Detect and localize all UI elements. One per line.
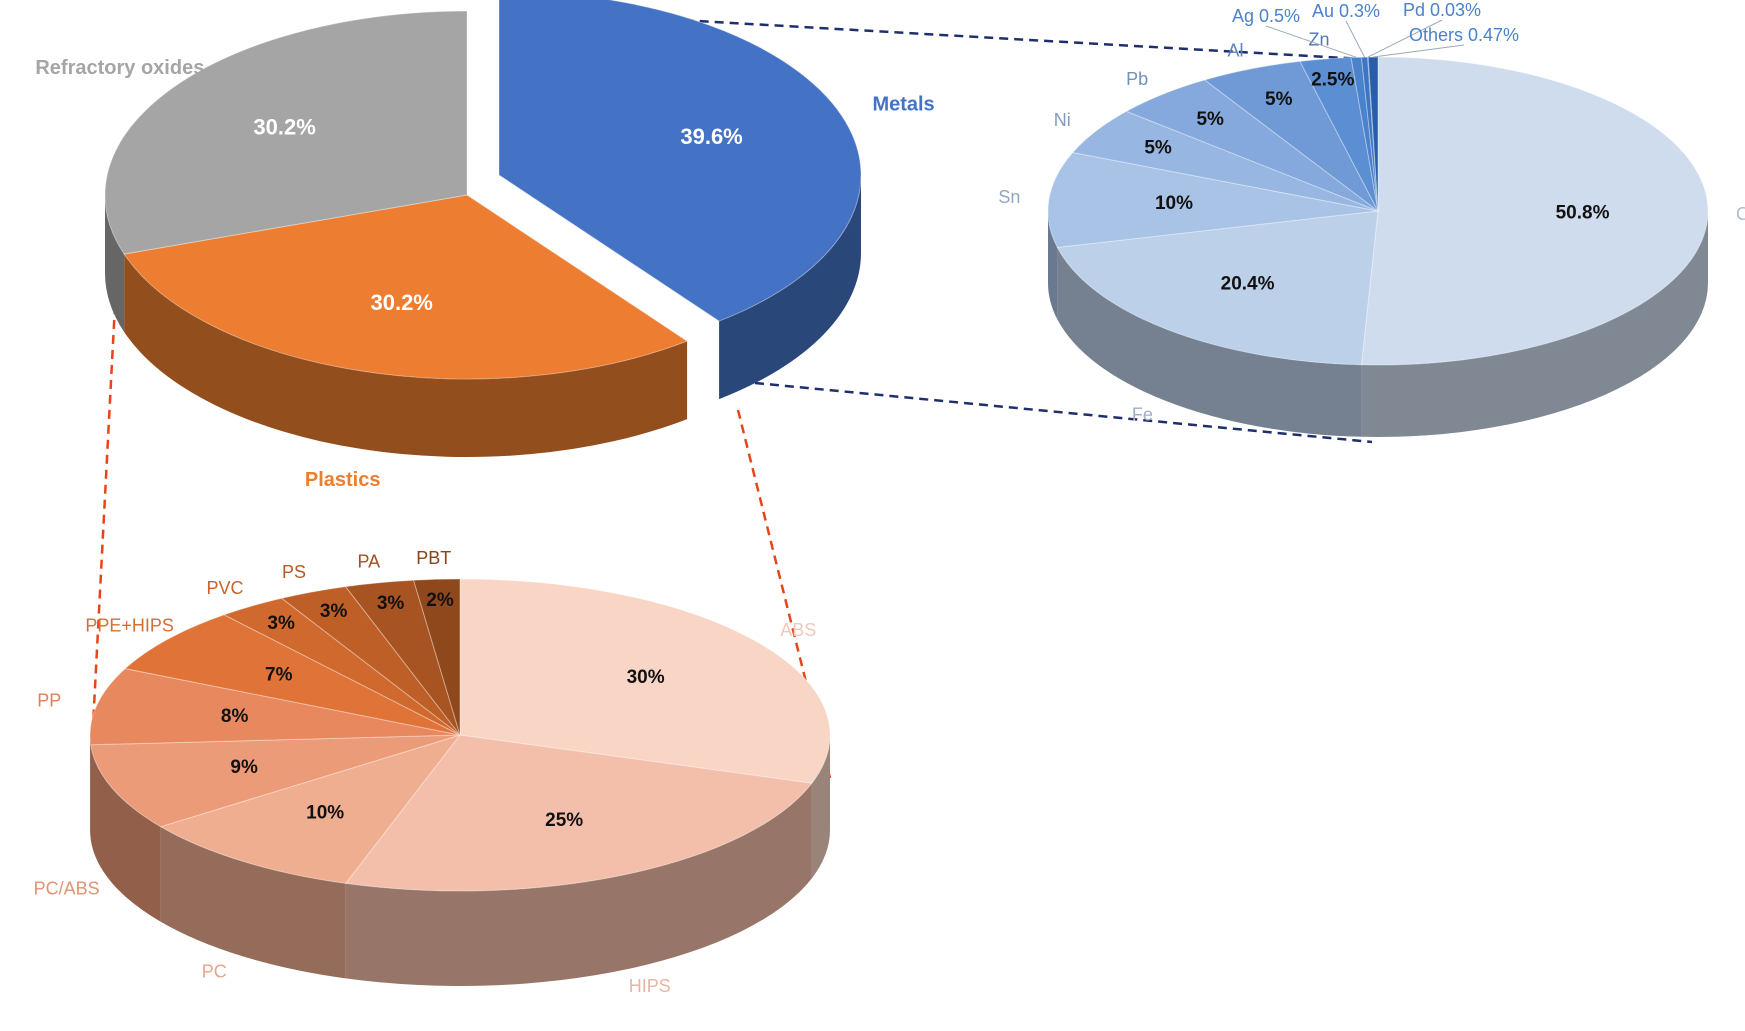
category-label: PA [357, 552, 380, 572]
category-label: Metals [872, 94, 934, 116]
category-label: Others [1409, 25, 1463, 45]
category-label: Zn [1309, 29, 1330, 49]
category-label: Al [1227, 41, 1243, 61]
category-label: Plastics [305, 469, 381, 491]
pie-slice [159, 734, 462, 884]
pie-side [1361, 211, 1708, 437]
value-label: 0.47% [1468, 25, 1519, 45]
value-label: 8% [221, 706, 249, 727]
pie-slice [412, 578, 461, 736]
category-label: PPE+HIPS [85, 616, 174, 636]
category-label: Refractory oxides [35, 57, 204, 79]
leader-line [1345, 20, 1365, 58]
value-label: 2% [426, 590, 454, 611]
value-label: 0.03% [1430, 0, 1481, 20]
connector-line [754, 381, 1373, 444]
category-label: PVC [206, 578, 243, 598]
value-label: 39.6% [680, 124, 742, 149]
category-label: PC/ABS [34, 878, 100, 898]
value-label: 5% [1196, 109, 1224, 130]
pie-slice [90, 734, 461, 828]
slice-label: Others 0.47% [1409, 25, 1519, 45]
value-label: 30.2% [253, 114, 315, 139]
value-label: 3% [377, 593, 405, 614]
pie-slice [1350, 56, 1379, 212]
slice-label: Au 0.3% [1312, 1, 1380, 21]
category-label: Cu [1736, 204, 1745, 224]
pie-side [90, 744, 161, 922]
category-label: Au [1312, 1, 1334, 21]
value-label: 0.5% [1259, 6, 1300, 26]
pie-slice [498, 0, 862, 322]
pie-side [105, 195, 125, 333]
pie-side [719, 175, 861, 400]
value-label: 3% [267, 613, 295, 634]
value-label: 10% [1155, 193, 1193, 214]
value-label: 5% [1144, 138, 1172, 159]
value-label: 30% [627, 667, 665, 688]
value-label: 3% [320, 601, 348, 622]
category-label: Ni [1054, 110, 1071, 130]
category-label: HIPS [629, 976, 671, 996]
pie-slice [1125, 79, 1379, 212]
pie-side [90, 735, 91, 840]
category-label: PS [282, 562, 306, 582]
pie-side [345, 783, 812, 987]
pie-slice [124, 614, 461, 736]
slice-label: Pd 0.03% [1403, 0, 1481, 20]
category-label: PP [37, 691, 61, 711]
pie-slice [280, 586, 461, 736]
value-label: 2.5% [1311, 69, 1354, 90]
value-label: 10% [306, 802, 344, 823]
value-label: 5% [1265, 89, 1293, 110]
pie-slice [1056, 210, 1379, 366]
value-label: 25% [545, 810, 583, 831]
pie-side [811, 735, 830, 879]
pie-slice [1203, 60, 1379, 212]
pie-slice [344, 734, 813, 892]
category-label: Fe [1132, 405, 1153, 425]
connector-line [504, 8, 1381, 62]
pie-side [124, 254, 688, 457]
leader-line [1367, 19, 1443, 58]
leader-line [1265, 25, 1357, 58]
pie-slice [222, 597, 461, 736]
category-label: PBT [416, 548, 451, 568]
pie-side [1057, 247, 1362, 437]
pie-side [1048, 211, 1058, 320]
category-label: PC [202, 961, 227, 981]
category-label: Ag [1232, 6, 1254, 26]
pie-slice [1360, 56, 1709, 366]
connector-line [90, 304, 117, 746]
pie-slice [459, 578, 831, 784]
slice-label: Ag 0.5% [1232, 6, 1300, 26]
value-label: 30.2% [370, 290, 432, 315]
category-label: ABS [780, 620, 816, 640]
pie-slice [1047, 151, 1379, 248]
pie-slice [89, 668, 461, 746]
pie-slice [344, 579, 461, 736]
value-label: 7% [265, 665, 293, 686]
pie-slice [123, 194, 689, 380]
value-label: 9% [230, 757, 258, 778]
category-label: Sn [998, 187, 1020, 207]
category-label: Pb [1126, 69, 1148, 89]
pie-slice [1299, 56, 1379, 212]
category-label: Pd [1403, 0, 1425, 20]
value-label: 0.3% [1339, 1, 1380, 21]
pie-slice [104, 10, 468, 255]
pie-side [160, 826, 346, 979]
pie-slice [1071, 110, 1379, 212]
value-label: 20.4% [1221, 274, 1275, 295]
value-label: 50.8% [1556, 202, 1610, 223]
leader-line [1373, 44, 1465, 58]
